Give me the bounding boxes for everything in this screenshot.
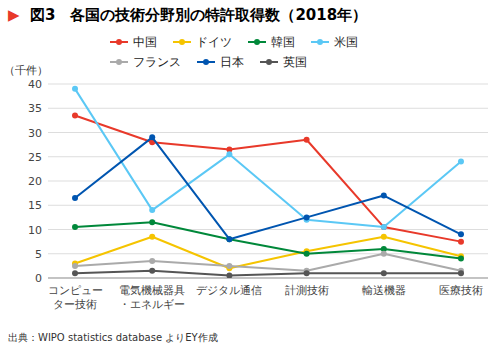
legend-label: 米国 — [334, 35, 358, 49]
point — [458, 231, 464, 237]
legend-marker — [116, 59, 122, 65]
point — [304, 214, 310, 220]
grid-line — [48, 156, 488, 157]
y-tick-label: 5 — [35, 248, 42, 261]
x-tick-label-line: コンピュー — [48, 284, 103, 297]
title: 図3 各国の技術分野別の特許取得数（2018年） — [30, 6, 367, 24]
legend: 中国 ドイツ 韓国 米国フランス 日本 英国 — [110, 35, 358, 69]
y-tick-label: 25 — [28, 151, 42, 164]
chart: ▶ 図3 各国の技術分野別の特許取得数（2018年） 中国 ドイツ 韓国 米国フランス 日本… — [0, 0, 500, 347]
point — [72, 263, 78, 269]
legend-marker — [116, 39, 122, 45]
series-line — [75, 137, 461, 239]
y-tick-label: 40 — [28, 78, 42, 91]
point — [381, 224, 387, 230]
x-tick-label-line: 電気機械器具 — [119, 284, 185, 297]
point — [304, 270, 310, 276]
point — [226, 263, 232, 269]
point — [226, 273, 232, 278]
x-tick-label: 輸送機器 — [362, 284, 406, 297]
grid-line — [48, 205, 488, 206]
grid — [48, 84, 488, 278]
legend-marker — [317, 39, 323, 45]
point — [149, 134, 155, 140]
x-tick-label: デジタル通信 — [196, 284, 262, 297]
point — [72, 224, 78, 230]
point — [381, 193, 387, 199]
series-line — [75, 254, 461, 271]
x-tick-label-line: 輸送機器 — [362, 284, 406, 297]
legend-label: フランス — [133, 55, 181, 69]
x-tick-label: 電気機械器具・エネルギー — [119, 284, 185, 311]
legend-label: 中国 — [133, 35, 157, 49]
y-tick-label: 35 — [28, 102, 42, 115]
point — [149, 268, 155, 274]
legend-label: 日本 — [220, 55, 244, 69]
point — [304, 251, 310, 257]
point — [458, 270, 464, 276]
x-tick-label: 医療技術 — [439, 284, 483, 297]
point — [226, 236, 232, 242]
y-tick-label: 10 — [28, 224, 42, 237]
legend-marker — [179, 39, 185, 45]
point — [381, 251, 387, 257]
x-tick-label-line: デジタル通信 — [196, 284, 262, 297]
point — [149, 219, 155, 225]
x-tick-label-line: ・エネルギー — [119, 298, 185, 311]
title-marker: ▶ — [8, 6, 20, 24]
point — [72, 195, 78, 201]
legend-marker — [203, 59, 209, 65]
y-tick-label: 15 — [28, 199, 42, 212]
source: 出典：WIPO statistics database よりEY作成 — [8, 332, 218, 343]
point — [149, 258, 155, 264]
legend-marker — [266, 59, 272, 65]
legend-label: 英国 — [283, 55, 307, 69]
x-tick-label-line: 計測技術 — [285, 284, 329, 297]
series-line — [75, 271, 461, 276]
point — [458, 256, 464, 262]
x-tick-label-line: ター技術 — [53, 298, 97, 311]
grid-line — [48, 278, 488, 279]
plot-area — [72, 86, 464, 278]
grid-line — [48, 108, 488, 109]
x-tick-label-line: 医療技術 — [439, 284, 483, 297]
point — [72, 86, 78, 92]
grid-line — [48, 132, 488, 133]
y-tick-label: 0 — [35, 272, 42, 285]
point — [226, 151, 232, 157]
legend-label: 韓国 — [271, 35, 295, 49]
point — [226, 236, 232, 242]
point — [149, 234, 155, 240]
x-axis-line — [48, 278, 488, 279]
point — [381, 234, 387, 240]
legend-marker — [254, 39, 260, 45]
point — [458, 239, 464, 245]
x-tick-label: 計測技術 — [285, 284, 329, 297]
grid-line — [48, 181, 488, 182]
point — [149, 207, 155, 213]
point — [304, 137, 310, 143]
point — [458, 159, 464, 165]
point — [381, 270, 387, 276]
point — [381, 224, 387, 230]
series-line — [75, 237, 461, 269]
x-tick-label: コンピューター技術 — [48, 284, 103, 311]
y-axis-label: （千件） — [4, 64, 48, 77]
legend-label: ドイツ — [196, 35, 232, 49]
point — [72, 113, 78, 119]
y-tick-label: 30 — [28, 127, 42, 140]
point — [72, 270, 78, 276]
y-tick-label: 20 — [28, 175, 42, 188]
grid-line — [48, 84, 488, 85]
